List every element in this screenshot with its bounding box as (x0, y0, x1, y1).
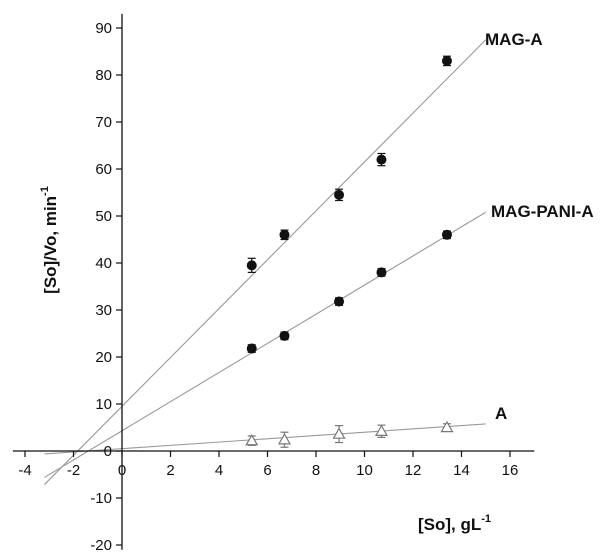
y-axis-title-text: [So]/Vo, min (41, 196, 60, 294)
y-tick-label: 10 (95, 396, 112, 413)
x-axis-title-text: [So], gL (418, 515, 481, 534)
points-layer (245, 55, 454, 448)
data-point-mag-a (334, 189, 345, 200)
y-tick-label: 60 (95, 161, 112, 178)
y-tick-label: 30 (95, 302, 112, 319)
x-tick-label: 12 (405, 462, 422, 479)
x-tick-label: -4 (18, 462, 31, 479)
x-tick-label: 2 (166, 462, 174, 479)
data-point-mag-a (246, 260, 257, 271)
data-point-a (245, 433, 259, 446)
data-point-a (374, 424, 389, 436)
fit-lines-layer (44, 39, 487, 485)
fit-line-mag-pani-a (44, 211, 487, 478)
data-point-mag-pani-a (334, 296, 345, 307)
y-tick-label: -10 (90, 490, 112, 507)
y-tick-label: -20 (90, 537, 112, 552)
ticks-layer: -4 -2 0 2 4 6 8 10 12 14 16-20-1001020304050607080… (18, 20, 519, 554)
fit-line-mag-a (44, 39, 487, 485)
data-point-mag-a (376, 154, 387, 165)
data-point-mag-pani-a (441, 229, 452, 240)
x-tick-label: 8 (312, 462, 320, 479)
y-tick-label: 80 (95, 67, 112, 84)
data-point-a (332, 427, 346, 439)
x-tick-label: 6 (263, 462, 271, 479)
series-label-mag-pani-a: MAG-PANI-A (491, 202, 594, 221)
data-point-mag-a (279, 229, 290, 240)
data-point-a (440, 420, 454, 433)
axes-layer (12, 13, 535, 550)
y-tick-label: 70 (95, 114, 112, 131)
x-tick-label: -2 (67, 462, 80, 479)
y-tick-label: 90 (95, 20, 112, 37)
data-point-mag-pani-a (376, 267, 387, 278)
x-tick-label: 10 (356, 462, 373, 479)
y-tick-label: 20 (95, 349, 112, 366)
x-tick-label: 14 (453, 462, 470, 479)
x-axis-title: [So], gL-1 (418, 513, 491, 534)
x-tick-label: 4 (215, 462, 223, 479)
data-point-mag-pani-a (246, 343, 257, 354)
x-tick-label: 16 (502, 462, 519, 479)
fit-line-a (44, 423, 486, 455)
y-axis-title: [So]/Vo, min-1 (39, 186, 60, 294)
y-tick-label: 0 (104, 443, 112, 460)
series-label-a: A (495, 404, 507, 423)
x-tick-label: 0 (118, 462, 126, 479)
y-tick-label: 40 (95, 255, 112, 272)
data-point-mag-pani-a (279, 330, 290, 341)
y-tick-label: 50 (95, 208, 112, 225)
data-point-mag-a (441, 55, 452, 66)
y-axis-title-superscript: -1 (39, 186, 51, 196)
x-axis-title-superscript: -1 (481, 513, 491, 525)
data-point-a (277, 433, 292, 445)
series-label-mag-a: MAG-A (485, 30, 543, 49)
